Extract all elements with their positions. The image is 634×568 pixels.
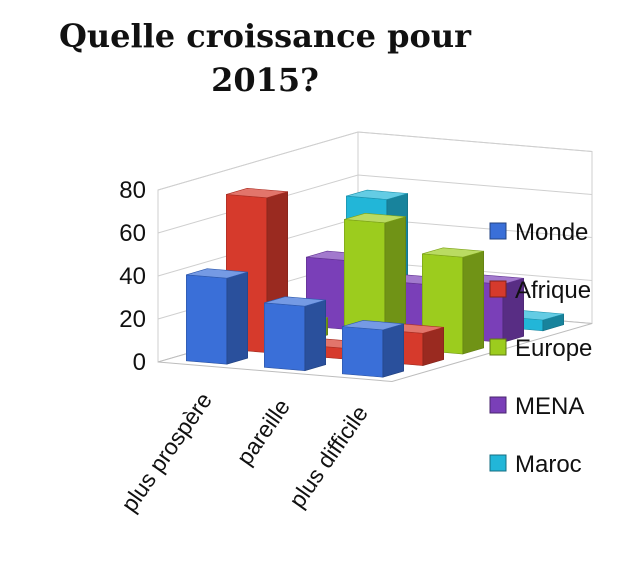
x-tick-label: plus difficile (284, 401, 373, 513)
bar-top (344, 212, 406, 224)
bars (186, 187, 565, 378)
chart-title: Quelle croissance pour 2015? (40, 14, 490, 102)
y-tick-label: 80 (119, 177, 146, 204)
chart-title-line-1: Quelle croissance pour (58, 17, 471, 55)
bar (343, 212, 407, 348)
bar-front (341, 326, 384, 378)
bar-top (264, 296, 326, 307)
bar-side (462, 250, 485, 355)
legend-swatch (489, 280, 507, 298)
bar-side (382, 323, 405, 378)
legend-swatch (489, 396, 507, 414)
legend: Monde Afrique Europe MENA Maroc (489, 219, 592, 478)
bar-side (422, 326, 445, 367)
y-tick-label: 20 (119, 306, 146, 333)
legend-label: MENA (515, 393, 584, 420)
bar-front (186, 274, 228, 365)
legend-swatch (489, 454, 507, 472)
bar-top (342, 320, 404, 331)
bar-front (263, 302, 306, 372)
legend-label: Monde (515, 219, 588, 246)
gridline (157, 131, 593, 191)
legend-label: Europe (515, 335, 592, 362)
bar-side (226, 271, 248, 365)
chart-title-line-2: 2015? (211, 61, 319, 99)
y-tick-label: 40 (119, 263, 146, 290)
bar (263, 296, 327, 372)
bar-top (226, 187, 288, 199)
gridline (157, 174, 593, 234)
legend-label: Maroc (515, 451, 582, 478)
legend-label: Afrique (515, 277, 591, 304)
bar-top (422, 247, 484, 258)
y-tick-label: 60 (119, 220, 146, 247)
bar (186, 268, 248, 365)
y-tick-label: 0 (133, 349, 146, 376)
legend-swatch (489, 222, 507, 240)
x-tick-label: plus prospère (116, 388, 217, 517)
legend-swatch (489, 338, 507, 356)
x-tick-label: pareille (231, 394, 295, 470)
bar-side (304, 299, 327, 372)
bar-top (186, 268, 248, 279)
bar-top (346, 189, 408, 200)
bar (341, 320, 405, 378)
